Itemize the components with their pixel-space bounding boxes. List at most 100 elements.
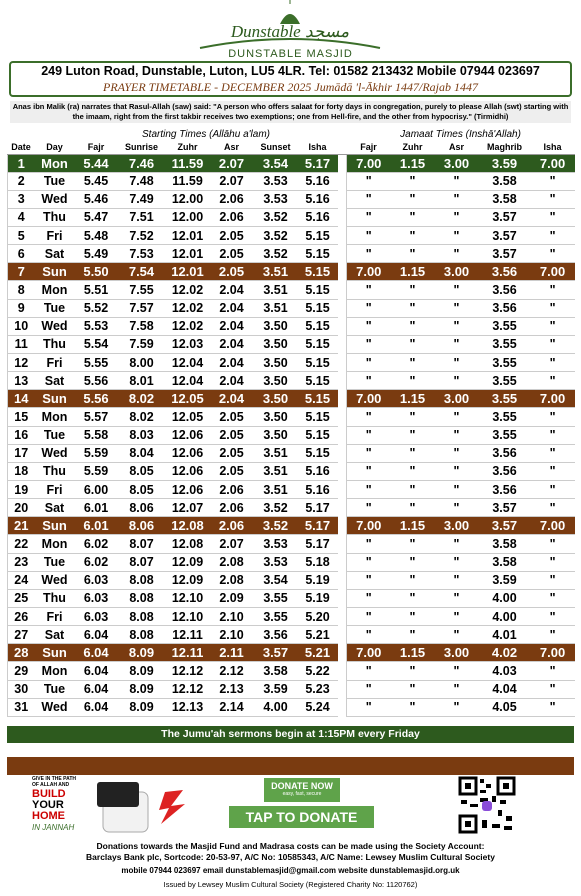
cell: 8.08 xyxy=(117,571,166,590)
cell: 8.03 xyxy=(117,426,166,445)
cell: 2.06 xyxy=(209,190,254,209)
logo-art xyxy=(199,0,381,49)
table-row: 30 Tue 6.04 8.09 12.12 2.13 3.59 5.23 " " " 4.04 " xyxy=(7,680,575,699)
cell: 8.06 xyxy=(117,498,166,518)
cell: Wed xyxy=(34,190,75,209)
table-row: 14 Sun 5.56 8.02 12.05 2.04 3.50 5.15 7.00 1.15 3.… xyxy=(7,389,575,409)
cell: 2.05 xyxy=(209,407,254,427)
cell: 3.53 xyxy=(253,553,298,572)
cell: 5.56 xyxy=(74,389,118,409)
cell: Wed xyxy=(34,698,75,717)
cell: 6.01 xyxy=(74,516,118,536)
cell: Tue xyxy=(34,426,75,445)
table-row: 19 Fri 6.00 8.05 12.06 2.06 3.51 5.16 " " " 3.56 " xyxy=(7,480,575,500)
cell: 5.21 xyxy=(297,625,338,645)
table-row: 5 Fri 5.48 7.52 12.01 2.05 3.52 5.15 " " " 3.57 " xyxy=(7,226,575,246)
spacer xyxy=(337,553,347,572)
ad-give: GIVE IN THE PATH OF ALLAH AND xyxy=(32,776,76,788)
cell: 11.59 xyxy=(165,154,210,173)
cell: 12.06 xyxy=(165,462,210,482)
cell: 3.51 xyxy=(253,480,298,500)
cell: Thu xyxy=(34,208,75,228)
cell: " xyxy=(346,317,391,336)
cell: 6.03 xyxy=(74,571,118,590)
cell: 11 xyxy=(7,335,35,355)
cell: 12.08 xyxy=(165,516,210,536)
table-row: 27 Sat 6.04 8.08 12.11 2.10 3.56 5.21 " " " 4.01 " xyxy=(7,625,575,645)
cell: 1.15 xyxy=(390,389,435,409)
cell: " xyxy=(346,226,391,246)
cell: 1.15 xyxy=(390,262,435,282)
cell: " xyxy=(434,353,479,373)
cell: 6.02 xyxy=(74,534,118,554)
cell: 12 xyxy=(7,353,35,373)
cell: 2.04 xyxy=(209,280,254,300)
cell: 3.52 xyxy=(253,226,298,246)
cell: 2.04 xyxy=(209,353,254,373)
cell: 12.12 xyxy=(165,680,210,699)
cell: 12.06 xyxy=(165,480,210,500)
cell: " xyxy=(434,226,479,246)
cell: 12.03 xyxy=(165,335,210,355)
cell: 8.01 xyxy=(117,371,166,391)
cell: 7.59 xyxy=(117,335,166,355)
cell: " xyxy=(434,444,479,463)
cell: " xyxy=(390,335,435,355)
cell: 24 xyxy=(7,571,35,590)
table-row: 18 Thu 5.59 8.05 12.06 2.05 3.51 5.16 " " " 3.56 " xyxy=(7,462,575,482)
cell: 20 xyxy=(7,498,35,518)
cell: 2.14 xyxy=(209,698,254,717)
cell: 3.56 xyxy=(478,480,531,500)
cell: 2 xyxy=(7,172,35,191)
cell: 3 xyxy=(7,190,35,209)
tap-to-donate[interactable]: TAP TO DONATE xyxy=(229,806,374,828)
cell: 8.04 xyxy=(117,444,166,463)
cell: 3.51 xyxy=(253,299,298,318)
cell: 5.15 xyxy=(297,280,338,300)
donate-now: DONATE NOW xyxy=(271,781,333,791)
group-heading: Starting Times (Allāhu a'lam) xyxy=(142,129,270,140)
cell: Thu xyxy=(34,589,75,609)
cell: " xyxy=(390,353,435,373)
column-header: Fajr xyxy=(346,141,391,155)
cell: 5.15 xyxy=(297,426,338,445)
cell: 2.05 xyxy=(209,262,254,282)
cell: 3.58 xyxy=(478,172,531,191)
cell: 8.09 xyxy=(117,661,166,681)
hadith: Anas ibn Malik (ra) narrates that Rasul-… xyxy=(10,101,571,123)
cell: " xyxy=(434,480,479,500)
cell: 12.11 xyxy=(165,625,210,645)
cell: " xyxy=(530,625,575,645)
cell: " xyxy=(434,299,479,318)
cell: 2.06 xyxy=(209,208,254,228)
cell: 12.02 xyxy=(165,280,210,300)
cell: " xyxy=(346,299,391,318)
cell: 1 xyxy=(7,154,35,173)
cell: 5.17 xyxy=(297,498,338,518)
spacer xyxy=(337,154,347,173)
cell: 6.02 xyxy=(74,553,118,572)
cell: " xyxy=(346,680,391,699)
cell: 3.53 xyxy=(253,190,298,209)
cell: 5.15 xyxy=(297,335,338,355)
cell: Sun xyxy=(34,516,75,536)
cell: 8.02 xyxy=(117,389,166,409)
cell: 3.50 xyxy=(253,407,298,427)
spacer xyxy=(337,208,347,227)
cell: 12.02 xyxy=(165,299,210,318)
cell: 12.07 xyxy=(165,498,210,518)
cell: Sun xyxy=(34,643,75,663)
cell: 3.52 xyxy=(253,208,298,228)
cell: 6.04 xyxy=(74,625,118,645)
cell: " xyxy=(346,190,391,209)
issued-by: Issued by Lewsey Muslim Cultural Society… xyxy=(163,880,418,889)
cell: 8.08 xyxy=(117,607,166,627)
cell: 5.59 xyxy=(74,462,118,482)
cell: 12.04 xyxy=(165,371,210,391)
cell: 3.50 xyxy=(253,353,298,373)
cell: 3.56 xyxy=(478,444,531,463)
cell: 8.08 xyxy=(117,625,166,645)
cell: 7.00 xyxy=(530,643,575,663)
cell: 12.00 xyxy=(165,190,210,209)
spacer xyxy=(337,534,347,554)
